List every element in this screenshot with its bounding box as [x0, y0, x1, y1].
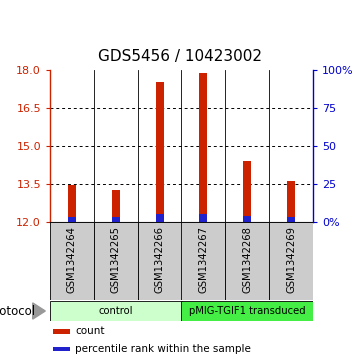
Bar: [138, 222, 182, 300]
Bar: [50, 222, 94, 300]
Bar: [182, 301, 313, 321]
Bar: [243, 161, 251, 222]
Bar: [68, 185, 76, 222]
Bar: [50, 301, 182, 321]
Text: GDS5456 / 10423002: GDS5456 / 10423002: [99, 49, 262, 64]
Text: GSM1342269: GSM1342269: [286, 226, 296, 293]
Bar: [53, 347, 70, 351]
Bar: [243, 216, 251, 222]
Text: percentile rank within the sample: percentile rank within the sample: [75, 344, 251, 354]
Bar: [94, 222, 138, 300]
Polygon shape: [33, 303, 45, 319]
Bar: [156, 215, 164, 222]
Text: protocol: protocol: [0, 305, 36, 318]
Bar: [53, 329, 70, 334]
Bar: [287, 181, 295, 222]
Bar: [182, 222, 225, 300]
Bar: [200, 215, 207, 222]
Text: count: count: [75, 326, 105, 337]
Bar: [156, 82, 164, 222]
Text: control: control: [99, 306, 133, 316]
Text: pMIG-TGIF1 transduced: pMIG-TGIF1 transduced: [189, 306, 305, 316]
Bar: [112, 217, 120, 222]
Bar: [287, 217, 295, 222]
Text: GSM1342268: GSM1342268: [242, 226, 252, 293]
Text: GSM1342267: GSM1342267: [199, 226, 208, 293]
Text: GSM1342266: GSM1342266: [155, 226, 165, 293]
Bar: [225, 222, 269, 300]
Bar: [68, 217, 76, 222]
Text: GSM1342264: GSM1342264: [67, 226, 77, 293]
Text: GSM1342265: GSM1342265: [111, 226, 121, 293]
Bar: [200, 73, 207, 222]
Bar: [112, 190, 120, 222]
Bar: [269, 222, 313, 300]
